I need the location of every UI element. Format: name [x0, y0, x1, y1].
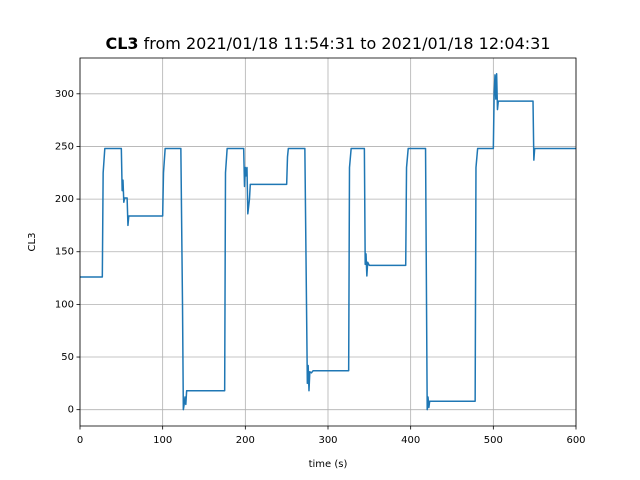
x-axis-label: time (s) — [309, 459, 348, 470]
x-tick-label: 100 — [153, 435, 172, 446]
y-tick-label: 250 — [55, 141, 74, 152]
data-line — [80, 73, 576, 411]
x-tick-label: 400 — [401, 435, 420, 446]
x-tick-label: 600 — [566, 435, 585, 446]
x-tick-label: 500 — [484, 435, 503, 446]
y-tick-label: 0 — [68, 405, 74, 416]
y-tick-label: 200 — [55, 194, 74, 205]
y-tick-label: 100 — [55, 299, 74, 310]
y-tick-label: 300 — [55, 89, 74, 100]
plot-frame — [79, 57, 577, 427]
x-tick-label: 200 — [236, 435, 255, 446]
title-bold: CL3 — [105, 34, 138, 53]
y-axis-label: CL3 — [27, 233, 38, 252]
x-tick-label: 300 — [318, 435, 337, 446]
y-tick-label: 50 — [61, 352, 74, 363]
title-text: from 2021/01/18 11:54:31 to 2021/01/18 1… — [144, 34, 551, 53]
chart-title: CL3 from 2021/01/18 11:54:31 to 2021/01/… — [105, 34, 550, 53]
x-tick-label: 0 — [77, 435, 83, 446]
y-tick-label: 150 — [55, 247, 74, 258]
